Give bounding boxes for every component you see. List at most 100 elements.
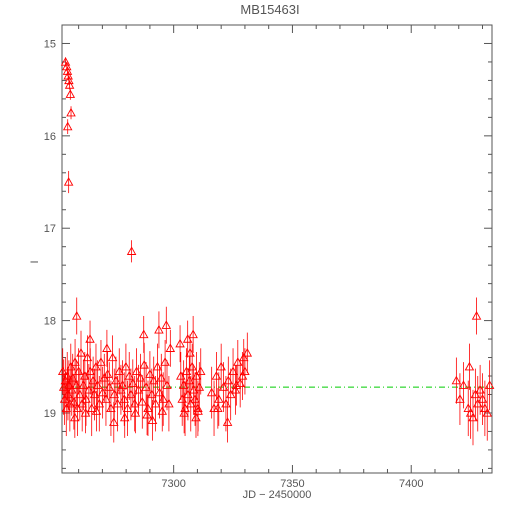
- data-point: [142, 394, 152, 436]
- data-point: [64, 80, 75, 90]
- data-point: [85, 320, 95, 358]
- data-point: [119, 372, 130, 426]
- triangle-marker: [107, 352, 118, 362]
- triangle-marker: [190, 394, 200, 403]
- data-point: [160, 339, 170, 385]
- data-point: [484, 360, 495, 411]
- data-point: [94, 376, 105, 432]
- data-point: [70, 339, 80, 386]
- x-tick-label: 7300: [161, 478, 185, 490]
- triangle-marker: [106, 403, 116, 412]
- triangle-marker: [85, 366, 96, 376]
- triangle-marker: [78, 380, 89, 389]
- data-point: [230, 364, 241, 415]
- y-tick-label: 19: [44, 408, 56, 420]
- data-point: [183, 368, 193, 421]
- data-point: [185, 376, 196, 432]
- triangle-marker: [222, 417, 233, 426]
- data-point: [472, 376, 483, 432]
- y-tick-label: 17: [44, 223, 56, 235]
- triangle-marker: [70, 357, 80, 366]
- data-point: [458, 362, 469, 409]
- data-point: [185, 334, 195, 372]
- triangle-marker: [122, 403, 133, 412]
- x-axis-label: JD − 2450000: [243, 489, 312, 501]
- data-point: [238, 339, 249, 377]
- x-tick-label: 7350: [280, 478, 304, 490]
- data-point: [62, 119, 73, 134]
- data-point: [147, 400, 158, 441]
- triangle-marker: [193, 406, 203, 415]
- triangle-marker: [242, 347, 253, 357]
- data-point: [191, 351, 202, 401]
- triangle-marker: [119, 394, 130, 403]
- triangle-marker: [137, 396, 148, 406]
- axis-ticks: 7300 7350 7400 15 16 17 18 19: [44, 24, 492, 490]
- triangle-marker: [158, 394, 168, 403]
- triangle-marker: [126, 246, 137, 255]
- y-axis-label: I: [29, 260, 41, 263]
- data-point: [122, 380, 133, 437]
- data-point: [112, 376, 123, 432]
- data-point: [161, 306, 172, 344]
- triangle-marker: [71, 311, 82, 320]
- chart-title: MB15463I: [240, 2, 299, 17]
- y-tick-label: 16: [44, 131, 56, 143]
- triangle-marker: [77, 398, 87, 408]
- triangle-marker: [471, 311, 482, 320]
- triangle-marker: [181, 366, 192, 376]
- data-point: [158, 372, 168, 426]
- data-point: [106, 380, 116, 437]
- triangle-marker: [147, 415, 158, 424]
- data-point: [80, 392, 91, 434]
- triangle-marker: [64, 75, 74, 85]
- triangle-marker: [458, 380, 469, 389]
- data-point: [188, 315, 198, 353]
- data-point: [193, 390, 203, 432]
- triangle-marker: [63, 70, 73, 80]
- data-point: [63, 170, 74, 194]
- triangle-marker: [138, 329, 149, 339]
- x-tick-label: 7400: [399, 478, 423, 490]
- triangle-marker: [129, 398, 140, 408]
- triangle-marker: [165, 343, 176, 352]
- data-point: [231, 364, 242, 406]
- triangle-marker: [183, 389, 193, 399]
- data-point: [138, 315, 149, 353]
- triangle-marker: [80, 408, 91, 417]
- triangle-marker: [164, 398, 174, 408]
- data-point: [154, 311, 164, 349]
- data-point: [482, 385, 493, 441]
- triangle-marker: [176, 371, 186, 380]
- data-point: [147, 368, 157, 421]
- data-point: [80, 351, 90, 401]
- data-point: [152, 343, 163, 390]
- data-point: [464, 343, 475, 390]
- data-point: [130, 392, 141, 434]
- data-points: [57, 57, 495, 446]
- triangle-marker: [80, 371, 90, 380]
- triangle-marker: [66, 107, 76, 117]
- triangle-marker: [150, 398, 161, 408]
- data-point: [62, 66, 73, 76]
- data-point: [64, 75, 74, 86]
- triangle-marker: [57, 366, 68, 376]
- triangle-marker: [482, 408, 493, 417]
- data-point: [214, 372, 224, 426]
- data-point: [178, 360, 189, 411]
- data-point: [143, 380, 153, 437]
- data-point: [96, 339, 106, 385]
- triangle-marker: [64, 80, 75, 89]
- data-point: [165, 329, 176, 367]
- triangle-marker: [184, 375, 195, 385]
- data-point: [77, 376, 87, 432]
- data-point: [57, 348, 68, 395]
- data-point: [139, 342, 149, 388]
- triangle-marker: [85, 334, 95, 343]
- data-point: [184, 356, 195, 405]
- data-point: [175, 325, 185, 363]
- data-point: [84, 364, 94, 416]
- triangle-marker: [455, 394, 465, 403]
- data-point: [91, 390, 102, 432]
